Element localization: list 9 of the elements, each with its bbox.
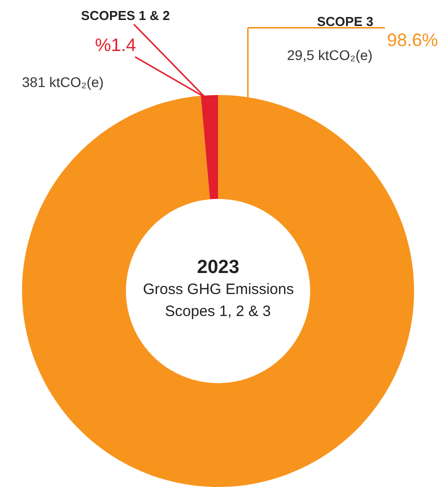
slice-label: SCOPE 3 <box>317 14 374 29</box>
slice-label: SCOPES 1 & 2 <box>81 8 170 23</box>
text: Scopes 1, 2 & 3 <box>165 303 271 320</box>
data-label: 98.6% <box>387 30 438 50</box>
text: 2023 <box>197 257 240 278</box>
text: 29,5 ktCO₂(e) <box>287 47 373 63</box>
text: 381 ktCO₂(e) <box>22 74 104 90</box>
data-label: %1.4 <box>95 35 136 55</box>
text: Gross GHG Emissions <box>143 281 294 298</box>
